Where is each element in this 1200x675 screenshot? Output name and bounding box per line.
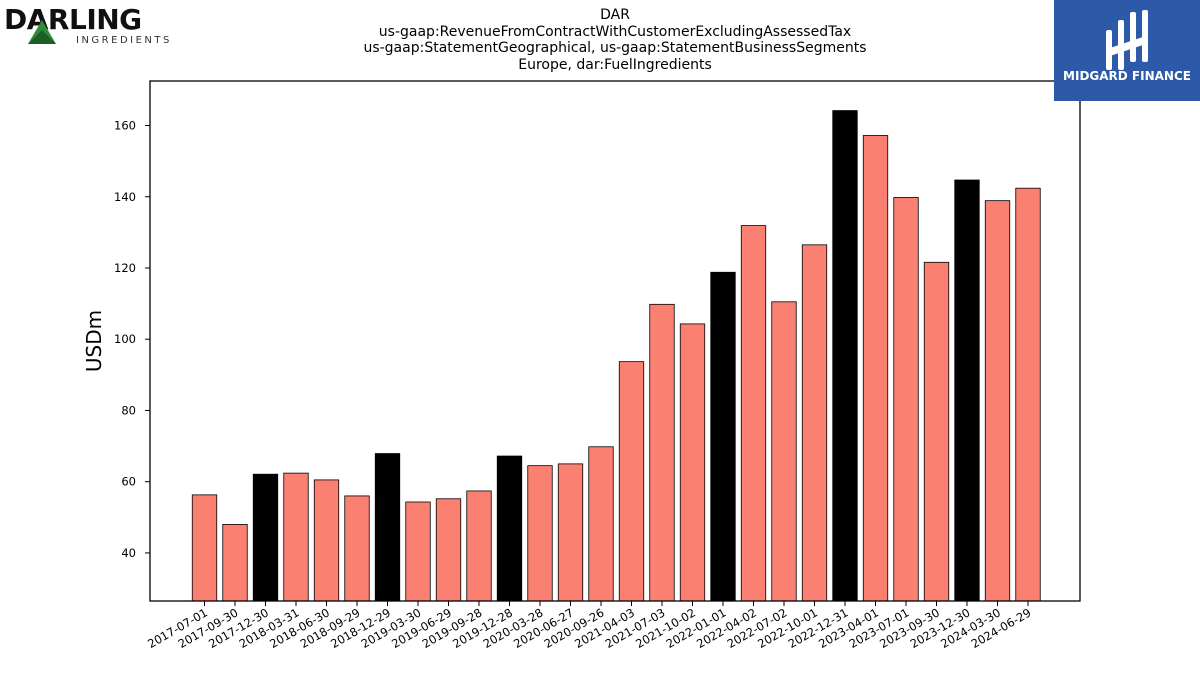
bar-2018-03-31: [283, 472, 309, 602]
darling-leaf-shade-icon: [28, 30, 56, 44]
bar-2024-03-30: [984, 200, 1011, 602]
darling-ingredients-logo: DARLING INGREDIENTS: [4, 3, 174, 48]
title-line-3: us-gaap:StatementGeographical, us-gaap:S…: [363, 40, 867, 56]
bar-2022-04-02: [740, 225, 767, 602]
bar-2020-03-28: [527, 465, 553, 602]
bar-2017-12-30: [252, 473, 279, 602]
bar-2022-01-01: [710, 271, 736, 602]
bars-group: [191, 110, 1041, 602]
bar-2023-04-01: [862, 135, 889, 602]
y-tick-label: 140: [114, 190, 136, 204]
x-axis: 2017-07-012017-09-302017-12-302018-03-31…: [145, 601, 1034, 651]
title-line-2: us-gaap:RevenueFromContractWithCustomerE…: [378, 23, 852, 40]
title-line-4: Europe, dar:FuelIngredients: [518, 56, 712, 73]
bar-2018-06-30: [313, 479, 340, 602]
y-tick-label: 80: [121, 403, 136, 417]
bar-2017-07-01: [191, 494, 218, 602]
bar-2018-12-29: [374, 453, 401, 602]
bar-2018-09-29: [344, 495, 370, 602]
midgard-wordmark: MIDGARD FINANCE: [1063, 69, 1191, 83]
bar-2022-10-01: [801, 244, 828, 602]
bar-2023-09-30: [923, 261, 950, 602]
y-tick-label: 60: [121, 475, 136, 489]
bar-2022-07-02: [771, 301, 797, 602]
y-tick-label: 120: [114, 261, 136, 275]
midgard-emblem-icon: [1106, 10, 1148, 70]
y-axis: 40 60 80 100 120 140 160: [114, 119, 150, 560]
bar-2019-09-28: [466, 490, 492, 602]
chart-title: DAR us-gaap:RevenueFromContractWithCusto…: [250, 7, 980, 73]
bar-2020-09-26: [588, 446, 614, 602]
y-tick-label: 160: [114, 119, 136, 133]
bar-2017-09-30: [222, 524, 248, 602]
ingredients-subtext: INGREDIENTS: [76, 35, 172, 46]
y-tick-label: 40: [121, 546, 136, 560]
bar-2020-06-27: [557, 463, 584, 602]
bar-2021-07-03: [649, 303, 675, 602]
plot-frame: [149, 80, 1081, 602]
bar-2023-07-01: [893, 197, 919, 602]
y-tick-label: 100: [114, 332, 136, 346]
bar-2021-10-02: [679, 323, 706, 602]
darling-wordmark: DARLING: [4, 4, 142, 36]
title-line-1: DAR: [600, 7, 630, 23]
bar-2019-03-30: [405, 501, 431, 602]
bar-2022-12-31: [832, 110, 858, 602]
bar-2024-06-29: [1015, 187, 1041, 602]
bar-2019-12-28: [496, 455, 523, 602]
midgard-finance-logo: MIDGARD FINANCE: [1054, 0, 1200, 101]
y-axis-label: USDm: [82, 310, 106, 372]
bar-2023-12-30: [954, 179, 980, 602]
bar-2019-06-29: [435, 498, 462, 602]
bar-2021-04-03: [618, 361, 645, 602]
